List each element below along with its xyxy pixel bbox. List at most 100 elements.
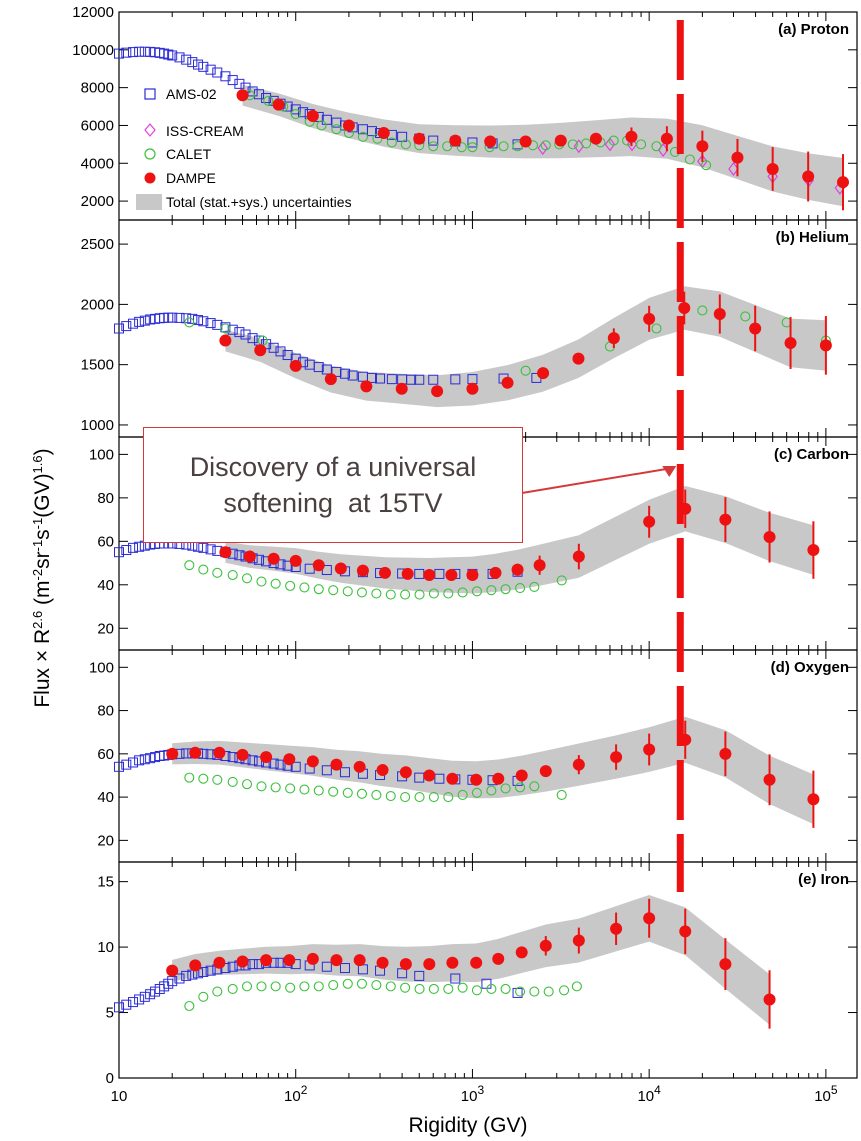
calet-point [471,586,482,597]
calet-point [241,779,253,790]
calet-point [608,135,619,146]
ams02-point [234,78,245,89]
calet-point [386,137,397,148]
calet-point [457,982,468,993]
calet-point [456,142,467,153]
dampe-point [330,758,343,771]
calet-point [581,138,592,149]
dampe-point [189,959,202,972]
ams02-point [187,313,198,324]
calet-point [328,786,339,797]
dampe-point [489,566,502,579]
calet-point [701,160,712,171]
ams02-point [134,316,145,327]
calet-point [684,154,695,165]
ams02-point [167,50,178,61]
ams02-point [414,374,425,385]
ams02-point [134,46,145,57]
dampe-point [353,954,366,967]
ams02-point [240,329,251,340]
ams02-point [127,318,138,329]
panel-frames [118,11,858,1079]
ams02-point [512,987,523,998]
data-marks [114,46,850,1029]
calet-point [241,573,253,584]
dampe-point [378,566,391,579]
calet-point [227,776,238,788]
dampe-point [470,773,483,786]
dampe-point [360,380,373,393]
calet-point [428,792,439,803]
ams02-point [198,966,209,977]
calet-point [356,587,367,598]
calet-point [556,575,567,586]
legend-ams-marker [144,88,156,100]
calet-point [285,783,296,794]
xtick-label-0: 10 [111,1088,128,1105]
calet-point [529,781,540,792]
dampe-point [696,140,709,153]
calet-point [515,782,526,793]
ams02-point [114,48,124,59]
ams02-point [234,327,245,338]
y-axis-title: Flux × R2.6 (m-2sr-1s-1(GV)1.6) [30,448,55,707]
calet-point [357,131,368,142]
ams02-point [114,1002,124,1013]
legend: AMS-02 ISS-CREAM CALET DAMPE Total (stat… [136,86,352,210]
ams02-point [247,333,258,344]
dampe-point [166,747,179,760]
dampe-point [554,134,567,147]
calet-point [443,792,454,803]
ams02-point [198,61,209,72]
panel-label-1: (b) Helium [776,229,849,246]
calet-point [184,772,195,783]
ams02-point [205,965,216,976]
ams02-point [268,342,279,353]
ams02-point [134,541,145,552]
calet-point [184,1000,195,1012]
calet-point [457,789,468,800]
dampe-point [189,746,202,759]
ams02-point [386,374,397,385]
ams02-point [174,973,185,984]
calet-point [227,569,238,581]
dampe-point [643,515,656,528]
calet-point [414,792,425,803]
dampe-point [819,339,832,352]
dampe-point [572,550,585,563]
ams02-point [114,761,124,772]
calet-point [316,120,327,131]
annotation-box: Discovery of a universal softening at 15… [143,427,523,543]
band-3 [172,716,814,825]
calet-point [299,784,310,795]
dampe-point [572,352,585,365]
calet-point [299,981,310,992]
ams02-point [139,315,150,326]
ams02-point [347,370,358,381]
ytick-label-3-3: 80 [97,703,114,720]
dampe-point [731,151,744,164]
calet-point [371,789,382,800]
ytick-label-3-2: 60 [97,746,114,763]
dampe-point [784,336,797,349]
dampe-point [356,564,369,577]
ams02-point [275,346,286,357]
ams02-point [167,312,178,323]
dampe-point [272,98,285,111]
dampe-point [660,132,673,145]
ams02-point [428,135,439,146]
calet-point [328,980,339,991]
calet-point [385,589,396,600]
xtick-label-4: 105 [814,1083,838,1105]
dampe-point [610,751,623,764]
calet-point [543,986,554,997]
ams02-point [275,759,286,770]
panel-label-2: (c) Carbon [774,446,849,463]
ams02-point [139,754,150,765]
calet-point [400,589,411,600]
dampe-point [166,964,179,977]
dampe-point [763,993,776,1006]
dampe-point [537,367,550,380]
ams02-point [121,321,132,332]
dampe-point [807,793,820,806]
